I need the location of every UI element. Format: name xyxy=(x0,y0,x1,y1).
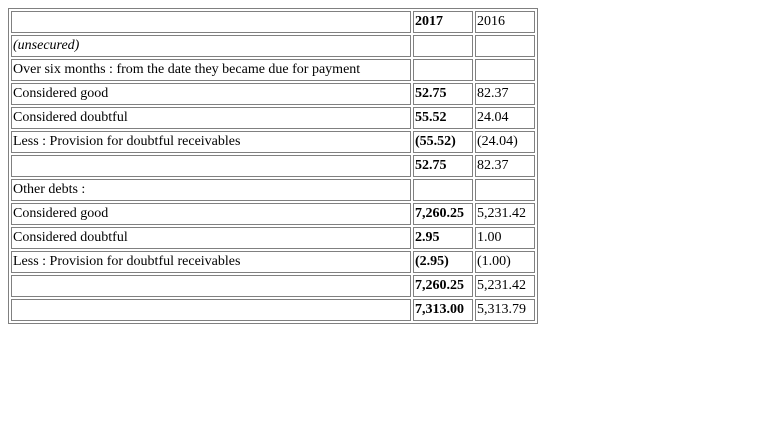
receivables-table: 2017 2016 (unsecured) Over six months : … xyxy=(8,8,538,324)
value-2017 xyxy=(413,35,473,57)
value-2016 xyxy=(475,35,535,57)
table-row: Other debts : xyxy=(11,179,535,201)
value-2016 xyxy=(475,179,535,201)
value-2016: 1.00 xyxy=(475,227,535,249)
value-2017: 7,260.25 xyxy=(413,203,473,225)
value-2016 xyxy=(475,59,535,81)
table-row: Less : Provision for doubtful receivable… xyxy=(11,131,535,153)
row-label: Considered doubtful xyxy=(11,107,411,129)
row-label: Over six months : from the date they bec… xyxy=(11,59,411,81)
row-label xyxy=(11,155,411,177)
table-row: 7,313.00 5,313.79 xyxy=(11,299,535,321)
value-2016: 5,313.79 xyxy=(475,299,535,321)
value-2017 xyxy=(413,179,473,201)
value-2016: 5,231.42 xyxy=(475,203,535,225)
value-2017: 52.75 xyxy=(413,155,473,177)
value-2016: 5,231.42 xyxy=(475,275,535,297)
header-label-cell xyxy=(11,11,411,33)
value-2016: 82.37 xyxy=(475,83,535,105)
header-2017-cell: 2017 xyxy=(413,11,473,33)
table-row: (unsecured) xyxy=(11,35,535,57)
table-row: 7,260.25 5,231.42 xyxy=(11,275,535,297)
table-row: Considered doubtful 55.52 24.04 xyxy=(11,107,535,129)
value-2017: 7,313.00 xyxy=(413,299,473,321)
value-2017: 55.52 xyxy=(413,107,473,129)
header-2016-cell: 2016 xyxy=(475,11,535,33)
value-2016: (1.00) xyxy=(475,251,535,273)
value-2016: 82.37 xyxy=(475,155,535,177)
table-row: Less : Provision for doubtful receivable… xyxy=(11,251,535,273)
value-2017 xyxy=(413,59,473,81)
row-label: (unsecured) xyxy=(11,35,411,57)
value-2016: 24.04 xyxy=(475,107,535,129)
row-label xyxy=(11,299,411,321)
value-2017: 52.75 xyxy=(413,83,473,105)
row-label: Considered good xyxy=(11,83,411,105)
row-label xyxy=(11,275,411,297)
table-row: Over six months : from the date they bec… xyxy=(11,59,535,81)
table-row: Considered good 7,260.25 5,231.42 xyxy=(11,203,535,225)
row-label: Less : Provision for doubtful receivable… xyxy=(11,131,411,153)
row-label: Other debts : xyxy=(11,179,411,201)
value-2017: (55.52) xyxy=(413,131,473,153)
value-2016: (24.04) xyxy=(475,131,535,153)
table-header-row: 2017 2016 xyxy=(11,11,535,33)
row-label: Considered doubtful xyxy=(11,227,411,249)
table-row: Considered doubtful 2.95 1.00 xyxy=(11,227,535,249)
row-label: Considered good xyxy=(11,203,411,225)
row-label: Less : Provision for doubtful receivable… xyxy=(11,251,411,273)
value-2017: 7,260.25 xyxy=(413,275,473,297)
value-2017: 2.95 xyxy=(413,227,473,249)
value-2017: (2.95) xyxy=(413,251,473,273)
table-row: Considered good 52.75 82.37 xyxy=(11,83,535,105)
table-row: 52.75 82.37 xyxy=(11,155,535,177)
